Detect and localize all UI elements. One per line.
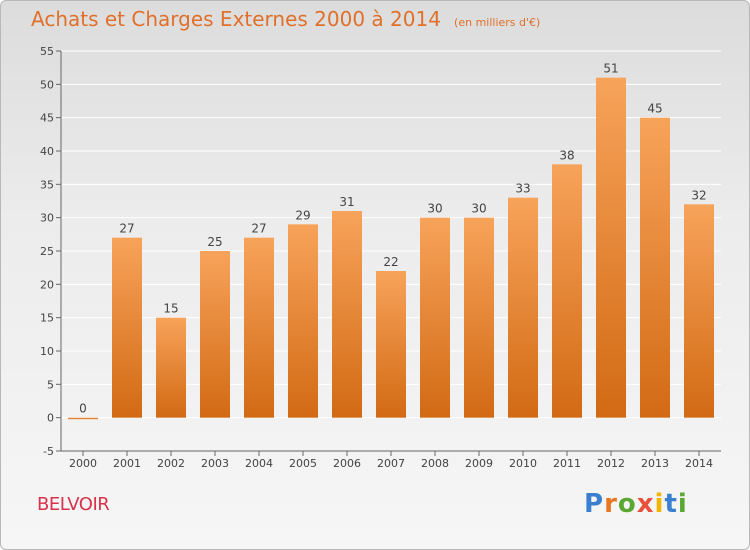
data-label: 15	[163, 302, 178, 316]
y-tick-label: 0	[47, 412, 54, 425]
logo-letter: r	[604, 489, 618, 519]
bar	[112, 237, 142, 418]
x-tick-label: 2000	[69, 457, 97, 470]
bar	[684, 204, 714, 418]
bar	[376, 271, 406, 418]
chart-subtitle: (en milliers d'€)	[454, 16, 541, 29]
data-label: 33	[515, 182, 530, 196]
y-tick-label: 50	[40, 78, 54, 91]
logo-letter: i	[654, 489, 665, 519]
x-tick-label: 2011	[553, 457, 581, 470]
data-label: 25	[207, 235, 222, 249]
bar	[200, 251, 230, 418]
y-tick-label: -5	[43, 445, 54, 458]
proxiti-logo: Proxiti	[584, 489, 688, 519]
data-label: 27	[251, 222, 266, 236]
x-tick-label: 2001	[113, 457, 141, 470]
data-label: 45	[647, 102, 662, 116]
y-tick-label: 15	[40, 312, 54, 325]
x-tick-label: 2013	[641, 457, 669, 470]
data-label: 32	[691, 188, 706, 202]
data-label: 30	[427, 202, 442, 216]
logo-letter: P	[584, 489, 605, 519]
commune-name: BELVOIR	[37, 494, 110, 515]
x-tick-label: 2009	[465, 457, 493, 470]
data-label: 51	[603, 62, 618, 76]
x-tick-label: 2005	[289, 457, 317, 470]
bar	[464, 217, 494, 418]
data-label: 27	[119, 222, 134, 236]
chart-title: Achats et Charges Externes 2000 à 2014	[31, 7, 441, 31]
title-row: Achats et Charges Externes 2000 à 2014 (…	[31, 7, 540, 31]
bar	[68, 417, 98, 420]
bar	[596, 77, 626, 418]
bar	[640, 117, 670, 418]
x-tick-label: 2002	[157, 457, 185, 470]
data-label: 30	[471, 202, 486, 216]
x-tick-label: 2014	[685, 457, 713, 470]
logo-letter: x	[636, 489, 655, 519]
y-tick-label: 45	[40, 112, 54, 125]
logo-letter: i	[677, 489, 688, 519]
x-tick-label: 2004	[245, 457, 273, 470]
x-tick-label: 2008	[421, 457, 449, 470]
bar	[508, 197, 538, 418]
bar	[244, 237, 274, 418]
y-tick-label: 5	[47, 378, 54, 391]
bar	[332, 211, 362, 418]
data-label: 22	[383, 255, 398, 269]
y-tick-label: 35	[40, 178, 54, 191]
y-tick-label: 40	[40, 145, 54, 158]
x-tick-label: 2010	[509, 457, 537, 470]
data-label: 31	[339, 195, 354, 209]
y-tick-label: 20	[40, 278, 54, 291]
bar	[156, 317, 186, 418]
y-tick-label: 10	[40, 345, 54, 358]
logo-letter: o	[617, 489, 637, 519]
data-label: 29	[295, 208, 310, 222]
x-tick-label: 2006	[333, 457, 361, 470]
data-label: 38	[559, 148, 574, 162]
bar	[420, 217, 450, 418]
bar	[552, 164, 582, 418]
data-label: 0	[79, 402, 87, 416]
y-tick-label: 55	[40, 45, 54, 58]
logo-letter: t	[664, 489, 678, 519]
bar	[288, 224, 318, 418]
y-tick-label: 25	[40, 245, 54, 258]
x-tick-label: 2003	[201, 457, 229, 470]
x-tick-label: 2012	[597, 457, 625, 470]
y-tick-label: 30	[40, 212, 54, 225]
x-tick-label: 2007	[377, 457, 405, 470]
